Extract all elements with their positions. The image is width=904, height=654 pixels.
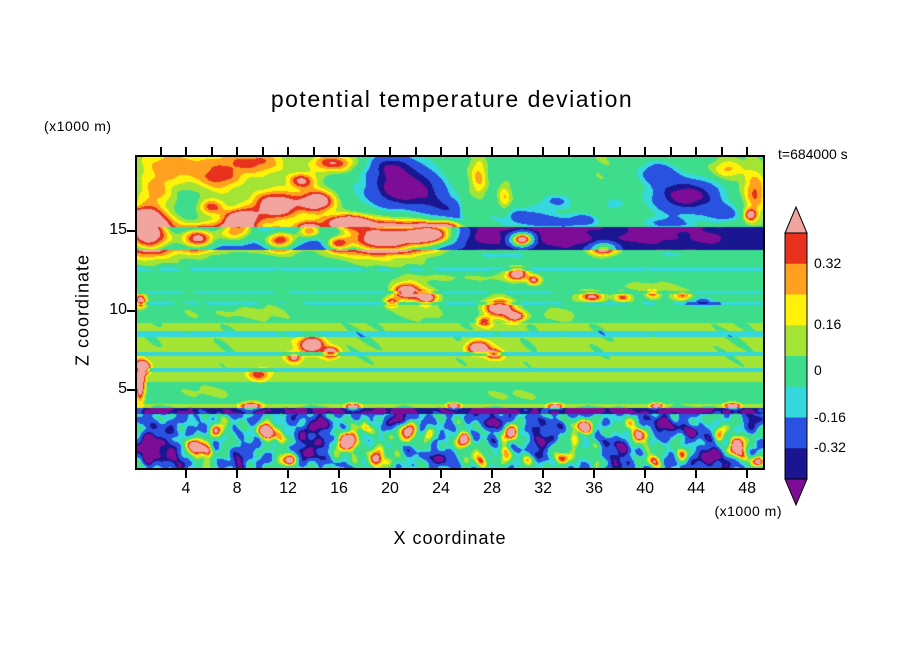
- x-axis-top-tick: [261, 147, 264, 155]
- x-axis-top-tick: [159, 147, 162, 155]
- x-axis-top-tick: [312, 147, 315, 155]
- x-axis-top-tick: [389, 147, 392, 155]
- x-tick-label: 12: [279, 480, 297, 497]
- colorbar-arrow-bottom: [784, 478, 808, 507]
- x-axis-top-tick: [593, 147, 596, 155]
- colorbar-label: 0.16: [814, 316, 842, 333]
- x-axis-top-tick: [669, 147, 672, 155]
- x-axis-top-tick: [338, 147, 341, 155]
- x-tick-label: 4: [181, 480, 191, 497]
- y-tick-label: 5: [118, 380, 127, 398]
- x-axis-top-tick: [618, 147, 621, 155]
- colorbar-segment: [785, 233, 807, 265]
- colorbar-segment: [785, 356, 807, 388]
- x-axis-tick: [695, 470, 698, 478]
- contour-field-canvas: [137, 157, 763, 468]
- y-axis-tick: [127, 230, 135, 233]
- x-axis-tick: [338, 470, 341, 478]
- x-axis-top-tick: [210, 147, 213, 155]
- x-axis-top-tick: [720, 147, 723, 155]
- x-tick-label: 8: [232, 480, 242, 497]
- colorbar-label: -0.32: [814, 439, 846, 456]
- colorbar-label: 0: [814, 362, 822, 379]
- colorbar-segment: [785, 325, 807, 357]
- x-axis-top-tick: [644, 147, 647, 155]
- x-axis-tick: [185, 470, 187, 478]
- y-tick-label: 15: [109, 221, 127, 239]
- x-axis-tick: [644, 470, 647, 478]
- x-axis-tick: [440, 470, 443, 478]
- colorbar-label: 0.32: [814, 254, 842, 271]
- x-axis-top-tick: [567, 147, 570, 155]
- time-label: t=684000 s: [778, 146, 848, 162]
- y-axis-units: (x1000 m): [44, 118, 112, 134]
- x-axis-tick: [287, 470, 290, 478]
- y-axis-tick: [127, 309, 135, 312]
- x-axis-top-tick: [516, 147, 519, 155]
- x-tick-label: 28: [483, 480, 501, 497]
- x-axis-top-tick: [414, 147, 417, 155]
- x-axis-top-tick: [363, 147, 366, 155]
- x-axis-top-tick: [440, 147, 443, 155]
- x-axis-units: (x1000 m): [714, 503, 782, 519]
- y-axis-tick: [127, 389, 135, 392]
- x-axis-tick: [746, 470, 749, 478]
- x-axis-tick: [236, 470, 239, 478]
- x-axis-top-tick: [695, 147, 698, 155]
- x-axis-top-tick: [491, 147, 494, 155]
- colorbar-arrow-top: [784, 205, 808, 234]
- x-axis-tick: [542, 470, 545, 478]
- x-axis-top-tick: [236, 147, 239, 155]
- x-tick-label: 48: [738, 480, 757, 497]
- colorbar-svg: [784, 205, 808, 507]
- colorbar: [783, 205, 809, 511]
- x-tick-label: 36: [585, 480, 603, 497]
- x-axis-title: X coordinate: [393, 528, 507, 548]
- colorbar-segment: [785, 448, 807, 480]
- colorbar-segment: [785, 294, 807, 326]
- colorbar-segment: [785, 263, 807, 295]
- x-tick-label: 20: [381, 480, 399, 497]
- x-tick-label: 44: [687, 480, 706, 497]
- x-axis-tick: [593, 470, 596, 478]
- y-axis-title: Z coordinate: [72, 253, 93, 367]
- colorbar-segment: [785, 417, 807, 449]
- x-tick-label: 16: [330, 480, 348, 497]
- x-axis-tick: [491, 470, 494, 478]
- x-axis-top-tick: [287, 147, 290, 155]
- x-axis-top-tick: [746, 147, 749, 155]
- colorbar-label: -0.16: [814, 408, 846, 425]
- x-tick-label: 40: [636, 480, 654, 497]
- x-axis-top-tick: [185, 147, 187, 155]
- x-axis-tick: [389, 470, 392, 478]
- x-tick-label: 24: [432, 480, 450, 497]
- y-tick-label: 10: [109, 300, 127, 318]
- x-tick-label: 32: [534, 480, 552, 497]
- x-axis-top-tick: [465, 147, 468, 155]
- x-axis-top-tick: [542, 147, 545, 155]
- chart-title: potential temperature deviation: [270, 86, 634, 112]
- colorbar-segment: [785, 386, 807, 418]
